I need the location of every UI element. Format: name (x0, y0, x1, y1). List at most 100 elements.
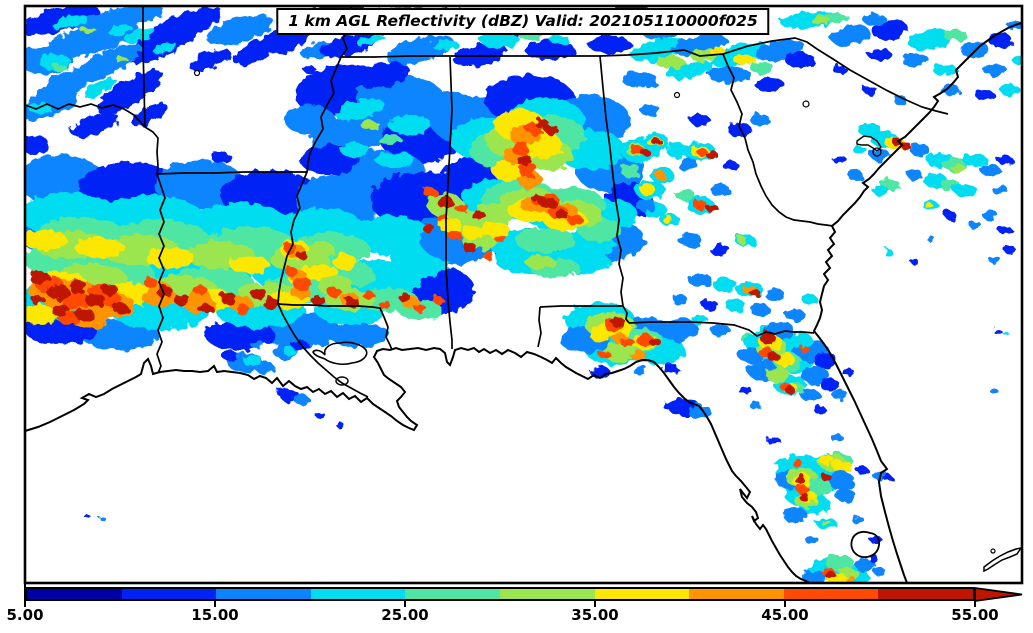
radar-cell (833, 66, 847, 74)
colorbar-tick (404, 601, 406, 607)
radar-cell (333, 254, 357, 270)
radar-cell (907, 170, 923, 180)
radar-cell (236, 305, 250, 315)
lake-salvador (335, 376, 349, 386)
colorbar (25, 587, 975, 601)
radar-cell (525, 255, 555, 269)
radar-cell (422, 224, 434, 232)
radar-cell (463, 243, 477, 253)
radar-cell (328, 288, 342, 298)
radar-cell (311, 295, 325, 305)
radar-cell (749, 401, 761, 409)
radar-cell (531, 194, 545, 202)
radar-cell (738, 347, 762, 363)
radar-cell (943, 29, 967, 41)
radar-cell (550, 36, 570, 44)
radar-cell (285, 105, 335, 135)
radar-cell (30, 271, 50, 285)
colorbar-over-arrow (975, 587, 1023, 602)
radar-cell (803, 570, 827, 582)
radar-cell (860, 574, 870, 582)
radar-cell (868, 49, 892, 61)
radar-cell (844, 576, 856, 582)
radar-reflectivity-layer (26, 7, 1021, 582)
radar-cell (872, 185, 888, 195)
radar-cell (693, 200, 707, 210)
radar-cell (662, 400, 678, 410)
radar-cell (75, 238, 125, 258)
radar-cell (821, 473, 831, 481)
radar-cell (264, 298, 280, 310)
radar-cell (982, 210, 998, 220)
radar-cell (53, 65, 67, 71)
radar-cell (475, 203, 515, 227)
radar-cell (611, 317, 625, 327)
radar-cell (708, 67, 752, 83)
radar-cell (640, 104, 660, 116)
radar-cell (766, 436, 780, 444)
radar-cell (220, 292, 236, 304)
radar-cell (193, 285, 207, 295)
radar-cell (733, 55, 757, 65)
radar-cell (832, 460, 852, 472)
radar-cell (96, 70, 164, 114)
state-border-savannah-river (722, 53, 834, 227)
radar-cell (455, 203, 469, 213)
radar-cell (750, 114, 770, 126)
radar-cell (713, 278, 737, 292)
radar-cell (678, 233, 702, 247)
radar-cell (80, 27, 96, 33)
radar-cell (232, 48, 268, 66)
radar-cell (820, 379, 840, 391)
radar-cell (863, 86, 877, 94)
state-border-fl-ga (628, 321, 815, 337)
radar-cell (620, 163, 640, 177)
radar-cell (388, 115, 432, 135)
colorbar-segment (594, 589, 690, 599)
figure-title: 1 km AGL Reflectivity (dBZ) Valid: 20210… (288, 12, 758, 30)
radar-cell (821, 520, 831, 526)
colorbar-segment (27, 589, 122, 599)
radar-cell (85, 293, 105, 307)
radar-cell (131, 103, 169, 127)
radar-cell (874, 568, 886, 576)
radar-cell (590, 328, 610, 342)
radar-cell (994, 329, 1002, 335)
radar-cell (378, 135, 402, 145)
radar-cell (666, 142, 690, 158)
radar-cell (212, 152, 232, 164)
radar-cell (336, 422, 344, 428)
radar-cell (462, 225, 482, 239)
colorbar-segment (310, 589, 406, 599)
radar-cell (284, 348, 296, 356)
radar-cell (662, 318, 698, 342)
radar-cell (663, 216, 673, 224)
radar-cell (710, 244, 730, 256)
geography-layer (24, 5, 1023, 584)
radar-cell (728, 123, 752, 137)
radar-cell (788, 332, 812, 348)
colorbar-tick-label: 15.00 (191, 606, 239, 624)
radar-cell (31, 295, 45, 305)
radar-cell (988, 33, 1012, 47)
radar-cell (794, 474, 806, 484)
radar-cell (1000, 84, 1020, 96)
radar-cell (901, 53, 929, 67)
radar-cell (863, 14, 887, 26)
radar-cell (805, 536, 819, 544)
lake-murray (802, 100, 810, 108)
radar-cell (437, 196, 453, 208)
radar-cell (112, 303, 128, 313)
radar-cell (655, 56, 685, 68)
radar-cell (84, 77, 116, 99)
radar-cell (818, 455, 834, 465)
radar-cell (286, 267, 298, 277)
radar-cell (588, 37, 632, 53)
radar-cell (471, 210, 485, 220)
colorbar-segment (405, 589, 500, 599)
radar-cell (340, 143, 370, 157)
radar-cell (855, 558, 875, 572)
radar-cell (635, 199, 655, 211)
state-border-ms-al (445, 56, 453, 349)
radar-cell (555, 211, 569, 219)
